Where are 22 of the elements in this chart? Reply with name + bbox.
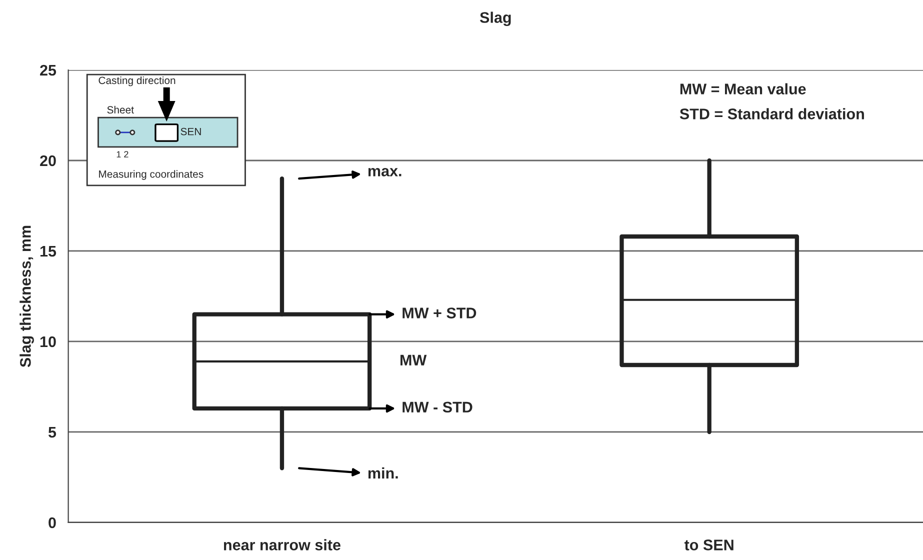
annotation: MW xyxy=(400,354,427,366)
annotation: Sheet xyxy=(107,106,134,114)
annotation: MW = Mean value xyxy=(680,83,806,94)
annotation: MW + STD xyxy=(402,308,476,318)
annotation: 1 2 xyxy=(116,151,128,158)
y-tick-label: 5 xyxy=(48,427,56,438)
chart-title: Slag xyxy=(480,12,511,26)
annotation: Measuring coordinates xyxy=(99,170,204,180)
annotation: min. xyxy=(368,467,398,478)
y-tick-label: 10 xyxy=(40,336,56,348)
annotation: max. xyxy=(368,168,402,176)
annotation: SEN xyxy=(180,128,201,136)
annotation: STD = Standard deviation xyxy=(680,108,864,120)
annotation: MW - STD xyxy=(402,402,472,413)
y-axis-title: Slag thickness, mm xyxy=(20,226,34,368)
y-tick-label: 0 xyxy=(48,517,56,528)
y-tick-label: 15 xyxy=(40,246,56,257)
annotation: Casting direction xyxy=(98,76,176,86)
y-tick-label: 20 xyxy=(40,155,56,166)
y-tick-label: 25 xyxy=(40,64,56,76)
x-tick-label: to SEN xyxy=(684,540,734,550)
x-tick-label: near narrow site xyxy=(224,539,340,550)
